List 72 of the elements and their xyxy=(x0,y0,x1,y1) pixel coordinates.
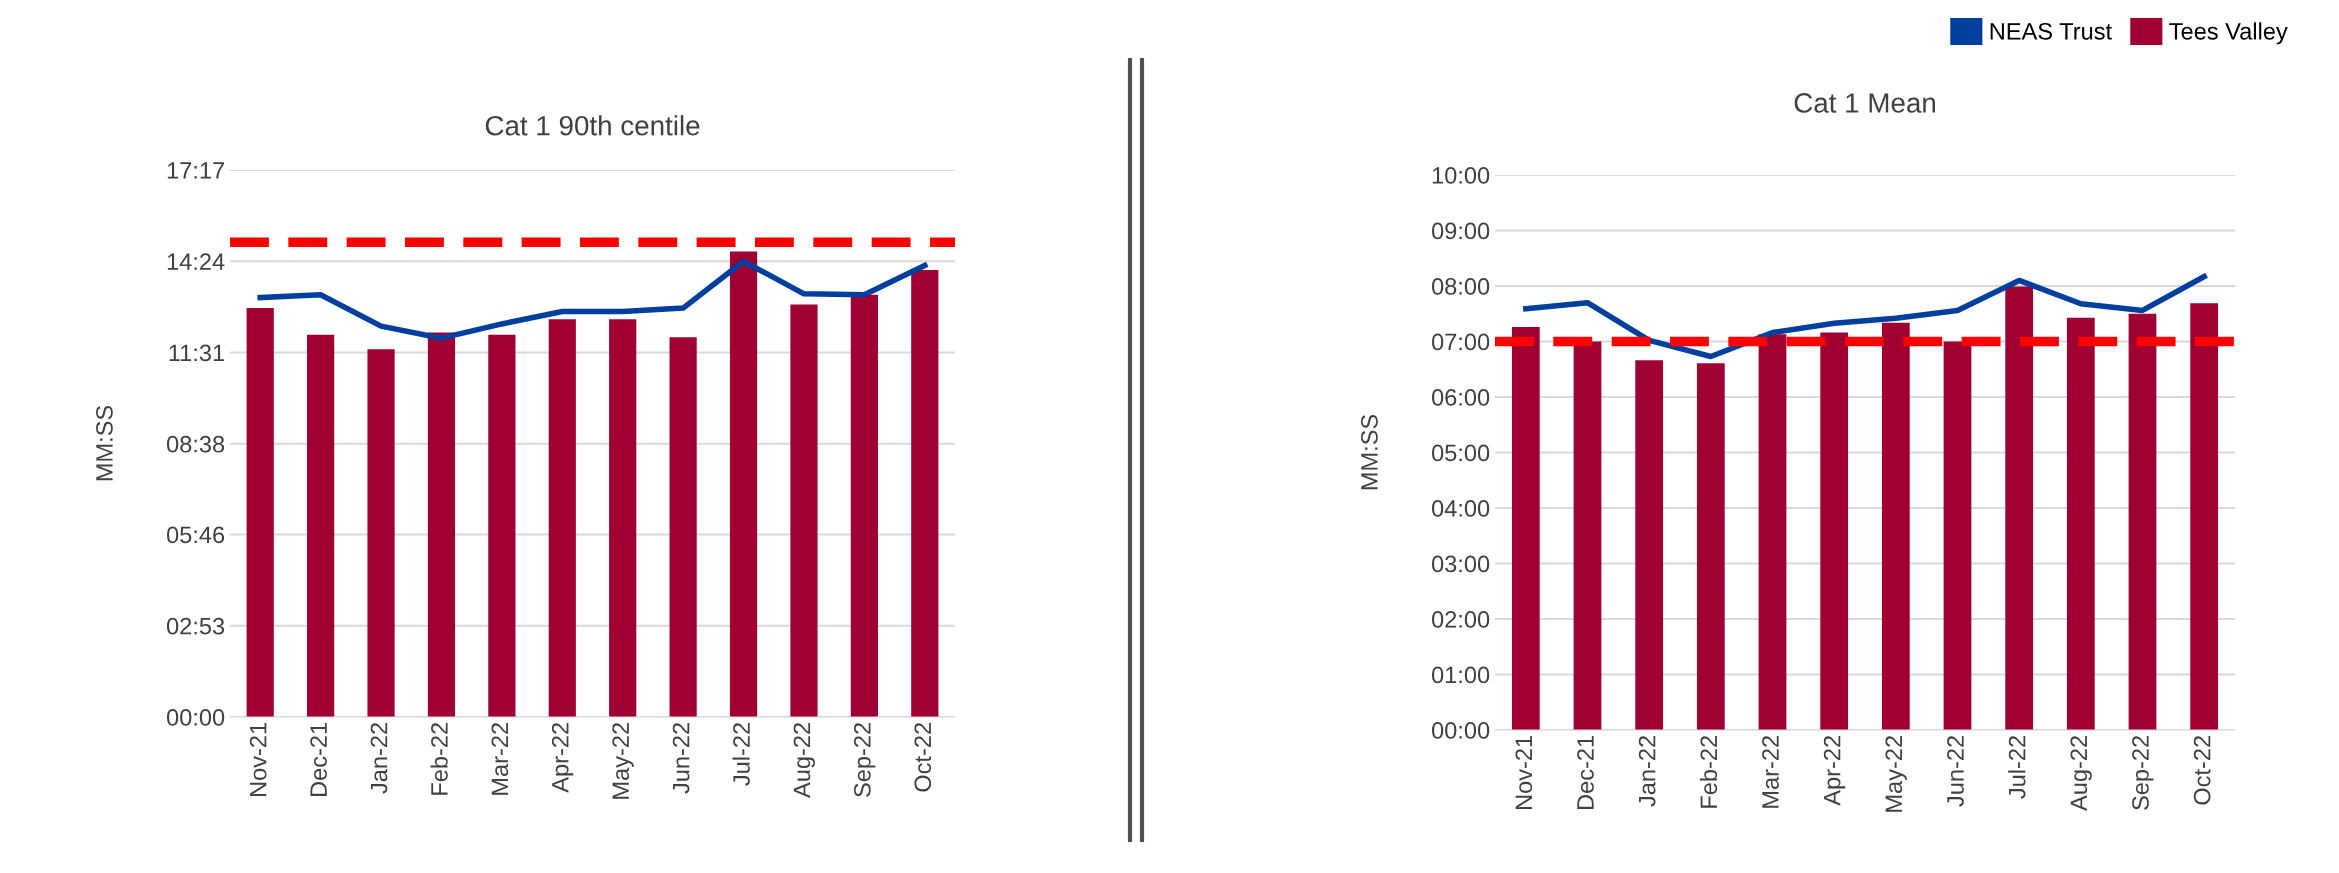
bar xyxy=(367,349,395,717)
bar xyxy=(790,304,818,717)
x-tick-label: Jan-22 xyxy=(370,723,388,794)
bar xyxy=(609,319,637,717)
x-tick-label: Sep-22 xyxy=(2132,736,2154,810)
bar xyxy=(1820,332,1849,730)
bar xyxy=(1573,341,1602,730)
bar xyxy=(1696,363,1725,730)
y-tick-label: 02:00 xyxy=(1431,611,1490,628)
x-tick-label: Oct-22 xyxy=(914,723,932,792)
y-tick-label: 03:00 xyxy=(1431,555,1490,573)
bar xyxy=(669,337,697,717)
bar xyxy=(307,334,335,717)
y-tick-label: 00:00 xyxy=(1431,722,1490,739)
x-tick-label: Apr-22 xyxy=(551,723,574,793)
bar xyxy=(850,294,878,717)
legend-label: NEAS Trust xyxy=(1990,22,2112,40)
y-tick-label: 14:24 xyxy=(167,253,225,270)
x-tick-label: Nov-21 xyxy=(1515,736,1533,810)
bar xyxy=(1881,322,1910,730)
x-tick-label: Jan-22 xyxy=(1638,736,1656,807)
y-tick-label: 02:53 xyxy=(166,617,225,635)
bar xyxy=(1943,341,1972,730)
x-tick-label: Oct-22 xyxy=(2193,736,2211,805)
bar xyxy=(1635,360,1664,730)
x-tick-label: May-22 xyxy=(612,723,634,799)
x-tick-label: Feb-22 xyxy=(430,723,448,795)
bar xyxy=(1758,334,1787,730)
y-tick-label: 06:00 xyxy=(1431,389,1490,406)
bar xyxy=(488,334,516,717)
y-tick-label: 01:00 xyxy=(1431,666,1490,684)
y-tick-label: 00:00 xyxy=(166,709,225,726)
chart-title: Cat 1 90th centile xyxy=(485,115,700,136)
y-tick-label: 05:46 xyxy=(166,526,225,544)
x-tick-label: Jun-22 xyxy=(1947,736,1964,807)
y-tick-label: 07:00 xyxy=(1431,333,1490,351)
chart-title: Cat 1 Mean xyxy=(1794,93,1935,113)
bar xyxy=(2190,303,2219,730)
x-tick-label: Dec-21 xyxy=(1577,736,1594,810)
x-tick-label: May-22 xyxy=(1885,736,1907,812)
bar xyxy=(2128,313,2157,730)
y-tick-label: 09:00 xyxy=(1431,222,1490,240)
x-tick-label: Feb-22 xyxy=(1699,736,1718,808)
x-tick-label: Jul-22 xyxy=(732,723,750,786)
x-tick-label: Sep-22 xyxy=(853,723,876,797)
y-axis-title: MM:SS xyxy=(1361,414,1378,490)
bar xyxy=(1511,327,1540,730)
y-tick-label: 08:38 xyxy=(166,435,225,453)
x-tick-label: Aug-22 xyxy=(793,723,815,798)
y-axis-title: MM:SS xyxy=(96,405,113,481)
x-tick-label: Jul-22 xyxy=(2008,736,2026,799)
bar xyxy=(427,332,456,717)
bar xyxy=(911,270,939,717)
bar xyxy=(548,319,576,717)
bar xyxy=(2005,286,2034,730)
x-tick-label: Mar-22 xyxy=(491,723,509,795)
y-tick-label: 08:00 xyxy=(1431,278,1490,295)
x-tick-label: Mar-22 xyxy=(1762,736,1779,808)
x-tick-label: Apr-22 xyxy=(1823,736,1846,806)
bar xyxy=(246,308,274,717)
x-tick-label: Nov-21 xyxy=(249,723,267,797)
bar xyxy=(729,251,758,717)
y-tick-label: 11:31 xyxy=(169,344,224,362)
x-tick-label: Dec-21 xyxy=(310,723,327,797)
y-tick-label: 04:00 xyxy=(1431,500,1490,517)
x-tick-label: Jun-22 xyxy=(672,723,690,794)
y-tick-label: 17:17 xyxy=(167,162,224,179)
x-tick-label: Aug-22 xyxy=(2070,736,2092,811)
bar xyxy=(2066,317,2095,730)
y-tick-label: 10:00 xyxy=(1432,167,1490,184)
legend-label: Tees Valley xyxy=(2169,22,2288,45)
y-tick-label: 05:00 xyxy=(1431,444,1490,462)
